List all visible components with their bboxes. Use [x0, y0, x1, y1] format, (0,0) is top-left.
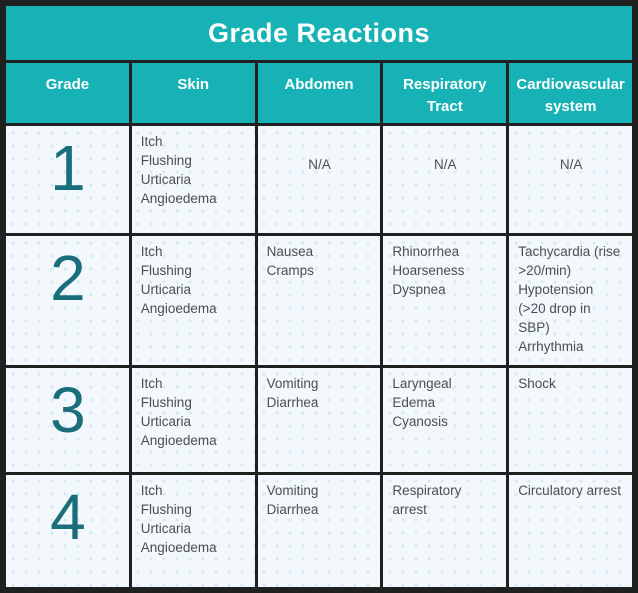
- cell-skin-grade-2: Itch Flushing Urticaria Angioedema: [128, 233, 258, 368]
- respiratory-reactions-grade-1: N/A: [434, 157, 457, 173]
- cardiovascular-reactions-grade-4: Circulatory arrest: [518, 482, 621, 498]
- grade-2-digit: 2: [50, 242, 86, 315]
- abdomen-reactions-grade-4: Vomiting Diarrhea: [266, 482, 319, 517]
- cell-abdomen-grade-1: N/A: [254, 123, 384, 237]
- cell-cardiovascular-grade-3: Shock: [506, 364, 635, 475]
- cell-cardiovascular-grade-1: N/A: [506, 123, 635, 237]
- table-row-grade-2: 2 Itch Flushing Urticaria Angioedema Nau…: [3, 233, 635, 368]
- cell-skin-grade-4: Itch Flushing Urticaria Angioedema: [128, 471, 258, 591]
- cell-grade-4: 4: [3, 471, 132, 591]
- cardiovascular-reactions-grade-1: N/A: [559, 157, 583, 173]
- grade-reactions-table: Grade Reactions Grade Skin Abdomen Respi…: [3, 2, 635, 591]
- skin-reactions-grade-1: Itch Flushing Urticaria Angioedema: [140, 134, 217, 206]
- cardiovascular-reactions-grade-2: Tachycardia (rise >20/min) Hypotension (…: [518, 244, 621, 354]
- cell-grade-1: 1: [3, 123, 132, 237]
- table-row-grade-1: 1 Itch Flushing Urticaria Angioedema N/A…: [3, 123, 635, 237]
- respiratory-reactions-grade-3: Laryngeal Edema Cyanosis: [392, 375, 452, 429]
- cell-skin-grade-3: Itch Flushing Urticaria Angioedema: [128, 364, 258, 475]
- table-title-cell: Grade Reactions: [3, 2, 635, 64]
- page-title: Grade Reactions: [207, 17, 431, 48]
- abdomen-reactions-grade-1: N/A: [308, 157, 331, 173]
- cell-abdomen-grade-4: Vomiting Diarrhea: [254, 471, 384, 591]
- skin-reactions-grade-4: Itch Flushing Urticaria Angioedema: [140, 482, 217, 555]
- cell-respiratory-grade-2: Rhinorrhea Hoarseness Dyspnea: [380, 233, 510, 368]
- column-header-grade: Grade: [3, 60, 132, 127]
- skin-reactions-grade-3: Itch Flushing Urticaria Angioedema: [140, 375, 217, 448]
- cell-grade-2: 2: [3, 233, 132, 368]
- cell-cardiovascular-grade-2: Tachycardia (rise >20/min) Hypotension (…: [506, 233, 635, 368]
- column-header-row: Grade Skin Abdomen Respiratory Tract Car…: [3, 60, 635, 127]
- table-row-grade-3: 3 Itch Flushing Urticaria Angioedema Vom…: [3, 364, 635, 475]
- cardiovascular-reactions-grade-3: Shock: [518, 375, 556, 391]
- cell-cardiovascular-grade-4: Circulatory arrest: [506, 471, 635, 591]
- column-header-cardiovascular-system: Cardiovascular system: [506, 60, 635, 127]
- grade-1-digit: 1: [50, 132, 86, 205]
- column-header-respiratory-tract: Respiratory Tract: [380, 60, 510, 127]
- column-header-abdomen: Abdomen: [254, 60, 384, 127]
- cell-grade-3: 3: [3, 364, 132, 475]
- grade-3-digit: 3: [50, 373, 86, 446]
- respiratory-reactions-grade-2: Rhinorrhea Hoarseness Dyspnea: [392, 244, 465, 297]
- cell-respiratory-grade-3: Laryngeal Edema Cyanosis: [380, 364, 510, 475]
- grade-4-digit: 4: [50, 480, 86, 553]
- title-row: Grade Reactions: [3, 2, 635, 64]
- cell-respiratory-grade-1: N/A: [380, 123, 510, 237]
- cell-abdomen-grade-2: Nausea Cramps: [254, 233, 384, 368]
- respiratory-reactions-grade-4: Respiratory arrest: [392, 482, 462, 517]
- column-header-skin: Skin: [128, 60, 258, 127]
- cell-skin-grade-1: Itch Flushing Urticaria Angioedema: [128, 123, 258, 237]
- abdomen-reactions-grade-3: Vomiting Diarrhea: [266, 375, 319, 410]
- cell-respiratory-grade-4: Respiratory arrest: [380, 471, 510, 591]
- skin-reactions-grade-2: Itch Flushing Urticaria Angioedema: [140, 244, 217, 316]
- table-row-grade-4: 4 Itch Flushing Urticaria Angioedema Vom…: [3, 471, 635, 591]
- cell-abdomen-grade-3: Vomiting Diarrhea: [254, 364, 384, 475]
- abdomen-reactions-grade-2: Nausea Cramps: [266, 244, 314, 279]
